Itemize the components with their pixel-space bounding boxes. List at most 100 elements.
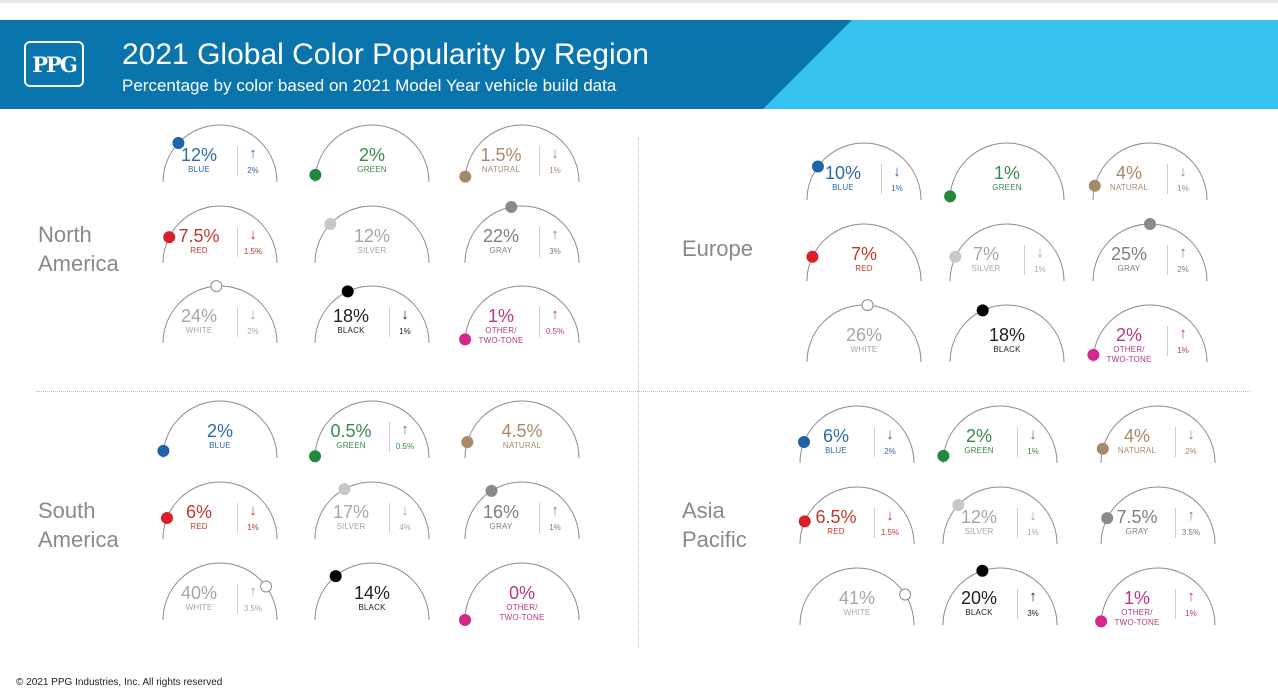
value-label: 26% [845,325,883,345]
gauge-asia-pacific-red: 6.5% RED ↓ 1.5% [798,484,916,545]
change-value: 0.5% [545,327,565,336]
gauge-graphic [157,400,278,459]
gauge-arc [314,205,430,264]
gauge-marker-red [161,512,173,524]
gauge-graphic [464,481,580,540]
gauge-marker-white [899,588,912,601]
gauge-marker-gray [1101,512,1114,525]
gauge-south-america-white: 40% WHITE ↑ 3.5% [161,560,279,621]
arrow-down-icon: ↓ [886,426,894,443]
change-value: 0.5% [395,442,415,451]
color-name: BLUE [825,446,847,455]
value-label: 12% [180,145,218,165]
gauge-marker-red [163,231,176,244]
gauge-europe-green: 1% GREEN [944,140,1066,203]
arrow-up-icon: ↑ [249,145,257,162]
color-name: BLACK [993,345,1021,354]
arrow-down-icon: ↓ [886,507,894,524]
gauge-north-america-other-two-tone: 1% OTHER/ TWO-TONE ↑ 0.5% [459,283,581,346]
gauge-marker-blue [798,436,810,448]
gauge-marker-white [861,299,874,312]
gauge-north-america-natural: 1.5% NATURAL ↓ 1% [459,122,581,183]
color-name: BLACK [965,608,993,617]
arrow-up-icon: ↑ [249,583,257,600]
color-name: WHITE [843,608,871,617]
gauge-graphic [937,405,1058,464]
gauge-graphic [314,562,430,621]
arrow-up-icon: ↑ [401,421,409,438]
gauge-arc [314,562,430,621]
trend-separator [874,427,875,457]
gauge-arc [464,205,580,264]
trend-separator [237,307,238,337]
change-value: 1% [247,523,259,532]
gauge-south-america-blue: 2% BLUE [157,398,279,459]
gauge-marker-natural [1096,442,1109,455]
arrow-down-icon: ↓ [551,145,559,162]
trend-separator [1167,164,1168,194]
value-label: 18% [332,306,370,326]
gauge-south-america-other-two-tone: 0% OTHER/ TWO-TONE [459,560,581,626]
arrow-up-icon: ↑ [551,306,559,323]
gauge-north-america-blue: 12% BLUE ↑ 2% [161,122,279,183]
arrow-up-icon: ↑ [551,502,559,519]
color-name: RED [855,264,873,273]
value-label: 7% [850,244,877,264]
change-value: 1% [1185,609,1197,618]
gauge-asia-pacific-natural: 4% NATURAL ↓ 2% [1096,403,1217,464]
gauge-europe-red: 7% RED [805,221,923,282]
arrow-down-icon: ↓ [249,502,257,519]
value-label: 20% [960,588,998,608]
gauge-graphic [162,280,278,344]
change-value: 1.5% [880,528,900,537]
gauge-marker-green [309,450,321,463]
change-value: 1% [891,184,903,193]
gauge-europe-gray: 25% GRAY ↑ 2% [1091,218,1209,282]
gauge-europe-silver: 7% SILVER ↓ 1% [948,221,1066,282]
arrow-up-icon: ↑ [551,226,559,243]
gauge-graphic [309,400,430,463]
region-name-asia-pacific: Asia Pacific [682,498,747,552]
gauge-graphic [461,400,580,459]
vertical-divider [638,138,639,648]
gauge-arc [1100,567,1216,626]
gauge-graphic [798,405,915,464]
gauge-graphic [1100,486,1216,545]
gauge-marker-other-two-tone [1095,615,1108,628]
trend-separator [1017,427,1018,457]
value-label: 2% [1115,325,1142,345]
gauge-asia-pacific-black: 20% BLACK ↑ 3% [941,564,1059,626]
value-label: 18% [988,325,1026,345]
color-name: SILVER [971,264,1001,273]
gauge-marker-gray [1144,218,1156,230]
gauge-asia-pacific-green: 2% GREEN ↓ 1% [937,403,1059,464]
value-label: 4% [1123,426,1150,446]
trend-separator [874,508,875,538]
gauge-europe-natural: 4% NATURAL ↓ 1% [1088,140,1209,201]
trend-separator [539,146,540,176]
trend-separator [1167,326,1168,356]
header-banner: PPG 2021 Global Color Popularity by Regi… [0,20,1278,109]
gauge-arc [1100,405,1216,464]
trend-separator [1024,245,1025,275]
change-value: 1.5% [243,247,263,256]
change-value: 3.5% [1181,528,1201,537]
gauge-marker-silver [952,499,965,511]
gauge-graphic [162,205,278,264]
trend-separator [237,503,238,533]
trend-separator [1017,508,1018,538]
gauge-europe-other-two-tone: 2% OTHER/ TWO-TONE ↑ 1% [1087,302,1209,364]
gauge-arc [942,486,1058,545]
gauge-marker-other-two-tone [1087,348,1100,361]
ppg-logo: PPG [24,41,84,87]
value-label: 7.5% [1116,507,1158,527]
gauge-graphic [942,564,1058,626]
change-value: 3% [549,247,561,256]
banner-shape [0,20,1278,109]
trend-separator [539,503,540,533]
top-rule [0,0,1278,3]
gauge-south-america-green: 0.5% GREEN ↑ 0.5% [309,398,431,463]
gauge-graphic [162,562,278,621]
gauge-marker-natural [461,436,474,449]
trend-separator [237,584,238,614]
